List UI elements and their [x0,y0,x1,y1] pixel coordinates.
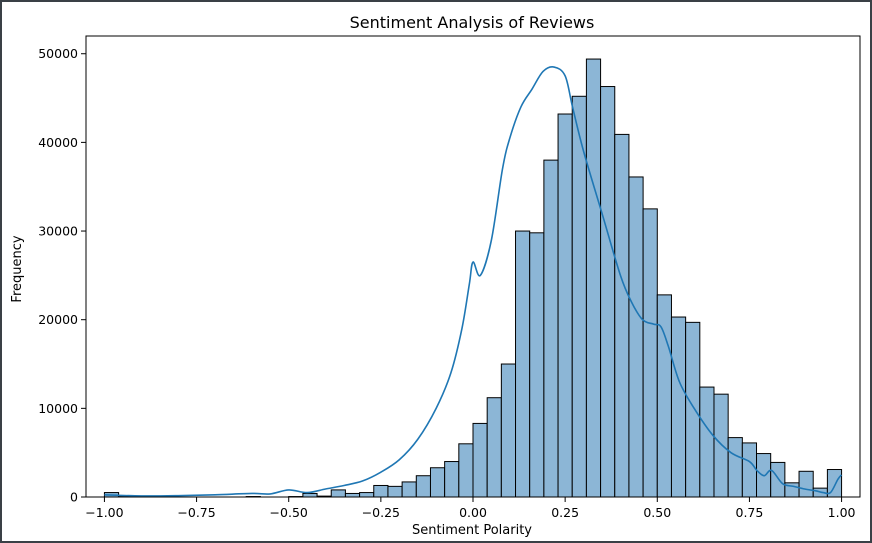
histogram-bar [415,475,431,498]
x-tick-label: −1.00 [85,505,123,520]
histogram-bar [798,470,814,498]
histogram-bar [387,485,403,498]
histogram-bar [500,363,517,498]
x-tick-label: −0.50 [270,505,308,520]
histogram-bar [585,58,602,498]
histogram-bar [359,492,375,498]
y-tick-label: 30000 [38,224,78,239]
histogram-bar [699,386,715,498]
y-tick-label: 10000 [38,401,78,416]
histogram-bar [486,397,502,498]
histogram-bar [529,232,545,498]
histogram-bar [642,208,658,498]
y-tick-label: 40000 [38,135,78,150]
histogram-bars [103,58,843,498]
histogram-bar [515,230,531,498]
y-axis-label: Frequency [10,235,25,302]
histogram-bar [472,422,488,498]
histogram-bar [685,321,701,498]
histogram-bar [557,113,573,498]
x-tick-label: −0.75 [177,505,215,520]
histogram-bar [614,133,630,498]
x-tick-label: 0.00 [459,505,487,520]
x-tick-label: 1.00 [828,505,856,520]
y-tick-label: 50000 [38,46,78,61]
plot-area [85,35,861,498]
histogram-bar [373,484,389,498]
histogram-bar [401,481,417,498]
histogram-bar [302,492,318,498]
x-tick-label: 0.75 [736,505,764,520]
x-tick-label: 0.25 [551,505,579,520]
histogram-bar [741,442,758,498]
histogram-bar [458,443,474,498]
x-tick-label: 0.50 [643,505,671,520]
y-axis: 0 10000 20000 30000 40000 50000 [38,46,86,505]
histogram-bar [727,437,743,498]
histogram-bar [429,467,446,498]
histogram-bar [344,492,361,498]
kde-curve [104,66,843,497]
histogram-bar [330,489,346,498]
histogram-bar [543,159,559,498]
histogram-bar [670,316,687,498]
x-tick-label: −0.25 [362,505,400,520]
y-tick-label: 0 [70,490,78,505]
histogram-bar [770,461,786,498]
histogram-bar [600,86,616,498]
histogram-bar [713,393,729,498]
x-axis-label: Sentiment Polarity [412,523,532,538]
chart-title: Sentiment Analysis of Reviews [350,13,595,32]
y-tick-label: 20000 [38,312,78,327]
x-axis: −1.00 −0.75 −0.50 −0.25 0.00 0.25 0.50 0.75 1.00 [85,497,856,520]
histogram-bar [628,176,644,498]
histogram-bar [444,461,460,498]
